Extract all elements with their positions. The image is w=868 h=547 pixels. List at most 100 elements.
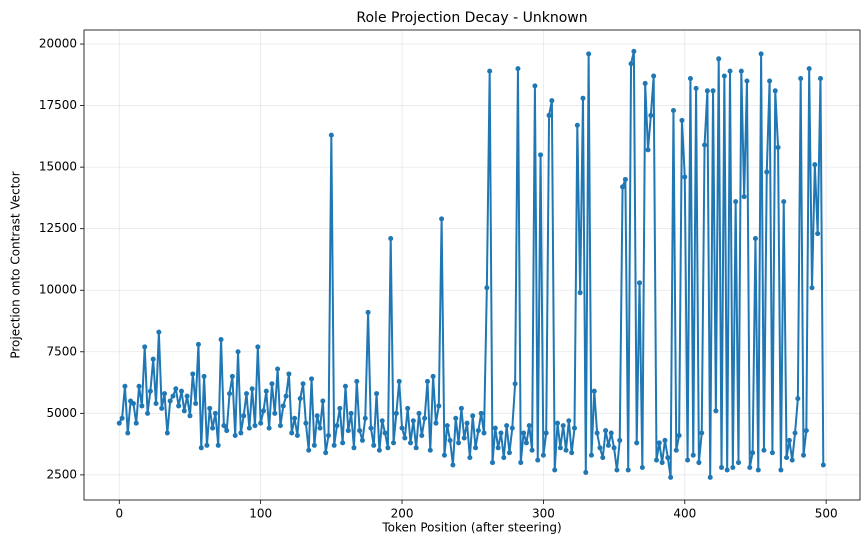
data-point <box>422 415 428 421</box>
data-point <box>521 430 527 436</box>
data-point <box>323 450 329 456</box>
data-point <box>605 442 611 448</box>
data-point <box>402 435 408 441</box>
data-point <box>820 462 826 468</box>
x-tick-label: 300 <box>532 507 555 521</box>
data-point <box>444 423 450 429</box>
data-point <box>523 440 529 446</box>
data-point <box>659 460 665 466</box>
data-point <box>334 423 340 429</box>
data-point <box>433 420 439 426</box>
data-point <box>207 405 213 411</box>
y-tick-label: 2500 <box>46 467 77 481</box>
data-point <box>747 465 753 471</box>
data-point <box>294 432 300 438</box>
data-point <box>538 152 544 158</box>
data-point <box>289 430 295 436</box>
data-point <box>190 371 196 377</box>
data-point <box>620 184 626 190</box>
y-tick-label: 7500 <box>46 344 77 358</box>
data-point <box>656 440 662 446</box>
data-point <box>634 440 640 446</box>
data-point <box>340 440 346 446</box>
data-point <box>368 425 374 431</box>
data-point <box>735 460 741 466</box>
data-point <box>614 467 620 473</box>
data-point <box>283 393 289 399</box>
data-point <box>331 442 337 448</box>
data-point <box>255 344 261 350</box>
data-point <box>351 445 357 451</box>
data-point <box>178 388 184 394</box>
data-point <box>456 440 462 446</box>
data-point <box>388 236 394 242</box>
data-point <box>560 423 566 429</box>
data-point <box>597 445 603 451</box>
data-point <box>651 73 657 79</box>
data-point <box>515 66 521 72</box>
data-point <box>789 457 795 463</box>
data-point <box>345 428 351 434</box>
data-point <box>484 285 490 291</box>
data-point <box>309 376 315 382</box>
data-point <box>436 403 442 409</box>
data-point <box>269 381 275 387</box>
x-tick-label: 500 <box>815 507 838 521</box>
data-point <box>812 162 818 168</box>
data-point <box>750 450 756 456</box>
data-point <box>566 418 572 424</box>
data-point <box>473 445 479 451</box>
data-point <box>187 413 193 419</box>
data-point <box>212 410 218 416</box>
data-point <box>798 76 804 82</box>
data-point <box>809 285 815 291</box>
data-point <box>162 391 168 397</box>
data-point <box>317 425 323 431</box>
data-point <box>724 467 730 473</box>
data-point <box>713 408 719 414</box>
data-point <box>730 465 736 471</box>
data-point <box>752 236 758 242</box>
data-point <box>441 452 447 458</box>
data-point <box>170 393 176 399</box>
data-point <box>153 400 159 406</box>
data-point <box>142 344 148 350</box>
data-point <box>668 474 674 480</box>
data-point <box>133 420 139 426</box>
plot-frame <box>83 29 861 501</box>
data-point <box>156 329 162 335</box>
data-point <box>116 420 122 426</box>
data-point <box>586 51 592 57</box>
data-point <box>603 428 609 434</box>
data-point <box>396 378 402 384</box>
data-point <box>775 144 781 150</box>
data-point <box>622 176 628 182</box>
data-point <box>487 68 493 74</box>
data-point <box>272 410 278 416</box>
data-point <box>427 447 433 453</box>
data-point <box>130 400 136 406</box>
data-point <box>300 381 306 387</box>
data-point <box>815 231 821 237</box>
data-point <box>501 455 507 461</box>
data-point <box>707 474 713 480</box>
data-point <box>662 437 668 443</box>
x-tick-label: 0 <box>115 507 123 521</box>
data-point <box>642 80 648 86</box>
data-point <box>362 415 368 421</box>
data-point <box>249 386 255 392</box>
data-point <box>648 112 654 118</box>
data-point <box>608 430 614 436</box>
data-point <box>464 420 470 426</box>
data-point <box>580 95 586 101</box>
data-point <box>419 432 425 438</box>
chart-title: Role Projection Decay - Unknown <box>356 10 587 26</box>
data-point <box>555 420 561 426</box>
data-point <box>512 381 518 387</box>
data-point <box>696 460 702 466</box>
data-point <box>637 280 643 286</box>
data-point <box>210 425 216 431</box>
data-point <box>176 403 182 409</box>
data-point <box>439 216 445 222</box>
data-point <box>461 435 467 441</box>
